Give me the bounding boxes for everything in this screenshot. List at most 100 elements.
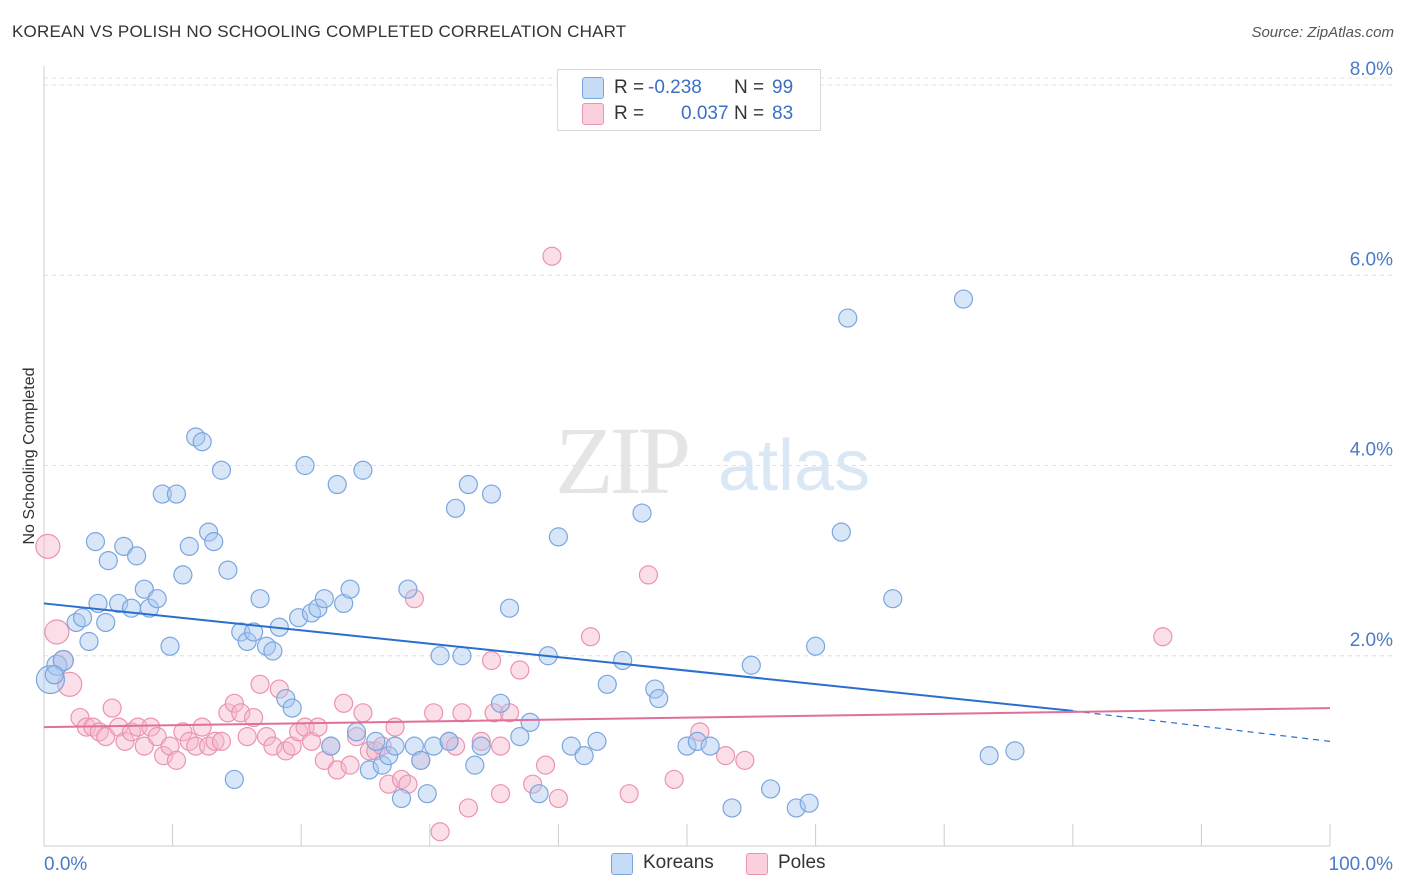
korean-point	[760, 779, 781, 799]
korean-point	[424, 736, 444, 756]
y-tick-label: 6.0%	[1350, 249, 1393, 270]
pole-point	[166, 750, 187, 770]
poles-swatch	[746, 853, 768, 875]
korean-point	[439, 731, 459, 751]
legend-r-label: R =	[614, 77, 645, 98]
korean-point	[204, 532, 224, 552]
korean-point	[561, 736, 581, 756]
korean-point	[831, 522, 851, 542]
poles-points	[35, 246, 1173, 842]
pole-point	[153, 746, 174, 766]
legend-r-label: R =	[614, 103, 645, 124]
korean-point	[613, 650, 633, 671]
korean-point	[126, 546, 147, 566]
korean-point	[224, 769, 244, 790]
y-tick-label: 4.0%	[1350, 440, 1393, 461]
korean-point	[114, 536, 134, 556]
korean-point	[979, 746, 999, 766]
korean-point	[372, 755, 392, 775]
korean-point	[379, 746, 399, 766]
pole-point	[359, 741, 379, 761]
korean-point	[276, 688, 296, 709]
korean-point	[520, 712, 540, 732]
korean-point	[700, 736, 720, 756]
korean-point	[353, 460, 373, 480]
korean-point	[677, 736, 697, 756]
poles-trend-line	[43, 707, 1331, 729]
korean-point	[179, 536, 199, 556]
pole-point	[35, 533, 61, 559]
pole-point	[327, 760, 347, 780]
korean-point	[953, 289, 974, 309]
pole-point	[244, 707, 264, 728]
pole-point	[735, 750, 755, 770]
korean-point	[244, 622, 264, 642]
korean-point	[404, 736, 424, 756]
pole-point	[192, 717, 212, 737]
korean-point	[359, 760, 379, 780]
pole-point	[263, 736, 283, 756]
grid-lines	[44, 77, 1393, 657]
korean-point	[741, 655, 761, 675]
koreans-swatch	[611, 853, 633, 875]
korean-point	[366, 731, 386, 751]
pole-point	[379, 774, 399, 794]
korean-point	[411, 750, 431, 770]
pole-point	[548, 788, 569, 809]
korean-point	[548, 527, 569, 547]
korean-point	[1005, 741, 1025, 761]
legend-r-value: -0.238	[648, 77, 702, 98]
korean-point	[314, 589, 334, 609]
pole-point	[664, 769, 684, 790]
korean-point	[649, 688, 669, 709]
pole-point	[398, 774, 418, 794]
korean-point	[385, 736, 405, 756]
korean-point	[44, 665, 64, 685]
pole-point	[353, 703, 373, 723]
korean-point	[211, 460, 232, 480]
korean-point	[458, 474, 478, 495]
korean-point	[98, 551, 118, 571]
korean-point	[289, 608, 309, 628]
pole-point	[542, 246, 562, 266]
watermark-zip: ZIP	[555, 407, 691, 514]
korean-point	[574, 746, 594, 766]
korean-point	[722, 798, 742, 818]
korean-point	[250, 589, 270, 609]
pole-point	[484, 703, 504, 723]
pole-point	[458, 798, 478, 818]
pole-point	[490, 784, 511, 804]
koreans-trend-line	[43, 602, 1073, 712]
korean-point	[308, 598, 328, 618]
y-tick-label: 2.0%	[1350, 630, 1393, 651]
x-tick-label: 100.0%	[1329, 854, 1394, 875]
korean-point	[72, 608, 93, 628]
pole-point	[346, 727, 367, 747]
pole-point	[231, 703, 251, 723]
korean-point	[465, 755, 485, 775]
korean-point	[430, 646, 450, 666]
pole-point	[619, 784, 639, 804]
pole-point	[471, 731, 491, 751]
legend-n-label: N =	[734, 77, 765, 98]
korean-point	[282, 698, 302, 718]
korean-point	[632, 503, 652, 523]
pole-point	[715, 746, 736, 766]
korean-point	[85, 532, 106, 552]
korean-point	[645, 679, 665, 699]
poles-label: Poles	[778, 852, 826, 873]
pole-point	[282, 736, 302, 756]
pole-point	[115, 731, 135, 751]
pole-point	[510, 660, 530, 680]
koreans-trend-extension	[1072, 710, 1331, 742]
pole-point	[237, 727, 257, 747]
korean-point	[295, 455, 315, 476]
pole-point	[102, 698, 122, 718]
korean-point	[471, 736, 491, 756]
pole-point	[490, 736, 511, 756]
korean-point	[321, 736, 341, 756]
pole-point	[256, 727, 277, 747]
korean-point	[481, 484, 502, 504]
korean-point	[417, 784, 437, 804]
